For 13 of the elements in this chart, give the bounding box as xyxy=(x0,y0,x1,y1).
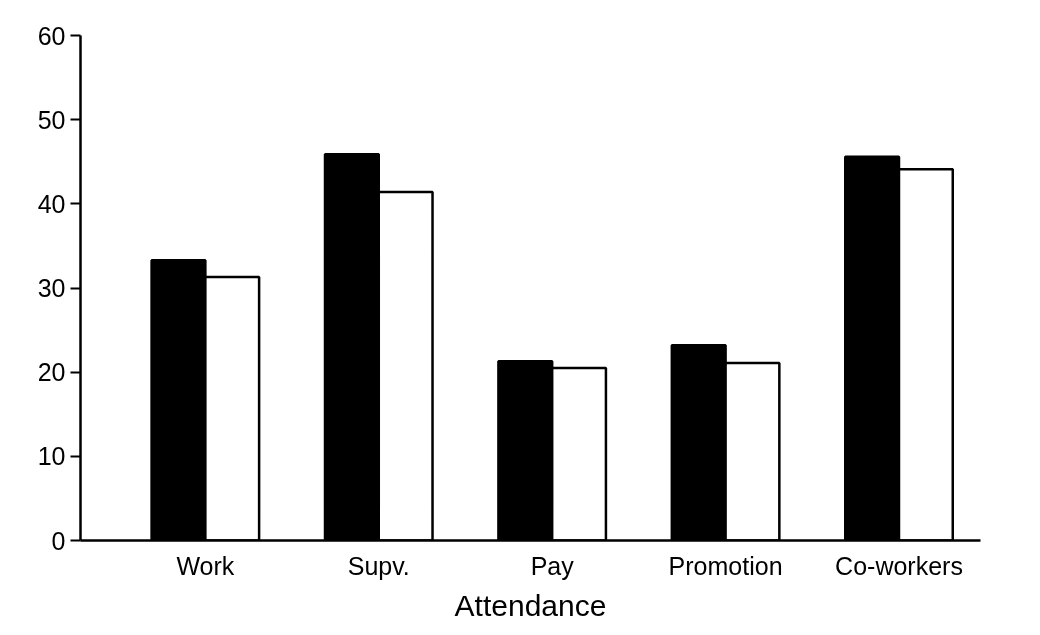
y-tick-label: 40 xyxy=(37,189,66,218)
y-tick-label: 10 xyxy=(37,442,66,471)
x-tick-label: Supv. xyxy=(347,551,410,580)
x-tick-label: Pay xyxy=(530,551,575,580)
x-tick-label: Promotion xyxy=(668,551,783,580)
y-tick-label: 20 xyxy=(37,358,66,387)
y-tick-label: 60 xyxy=(37,21,66,50)
x-tick-label: Work xyxy=(176,551,235,580)
y-tick-label: 0 xyxy=(51,526,66,555)
y-tick-label: 30 xyxy=(37,274,66,302)
x-tick-label: Co-workers xyxy=(835,551,963,580)
x-axis-title: Attendance xyxy=(454,588,607,622)
y-tick-label: 50 xyxy=(37,105,66,134)
